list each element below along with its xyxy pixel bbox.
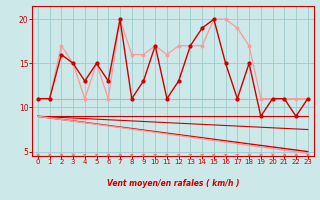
X-axis label: Vent moyen/en rafales ( km/h ): Vent moyen/en rafales ( km/h ) (107, 179, 239, 188)
